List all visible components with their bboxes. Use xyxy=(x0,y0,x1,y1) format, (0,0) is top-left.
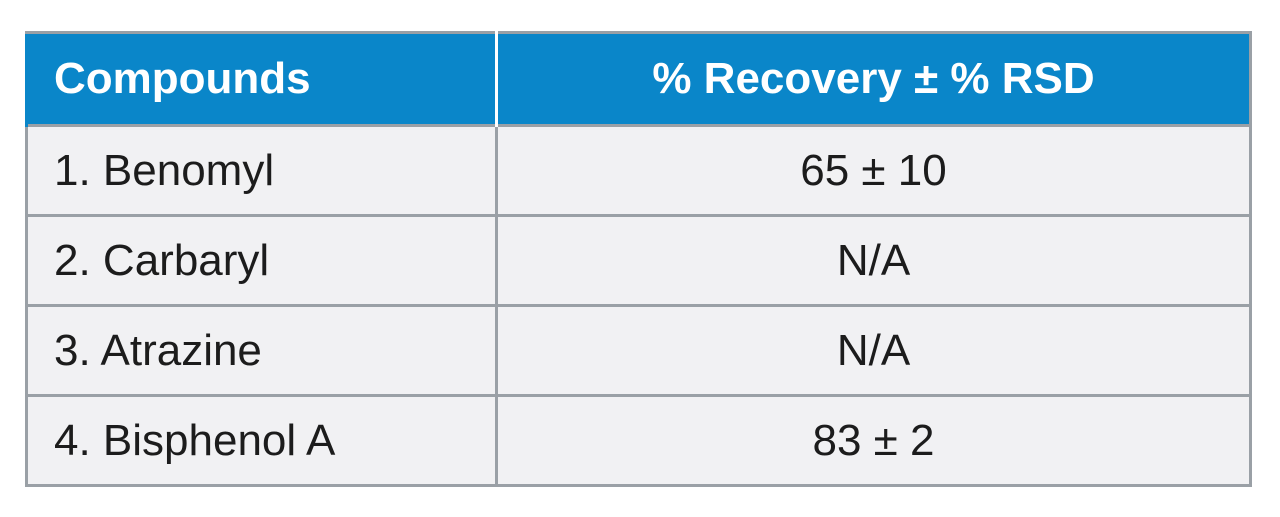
header-compounds: Compounds xyxy=(25,31,498,126)
table-header-row: Compounds % Recovery ± % RSD xyxy=(25,31,1252,126)
recovery-cell: N/A xyxy=(495,214,1252,307)
recovery-table-container: Compounds % Recovery ± % RSD 1. Benomyl … xyxy=(25,31,1252,487)
compound-cell: 4. Bisphenol A xyxy=(25,394,498,487)
compound-cell: 1. Benomyl xyxy=(25,124,498,217)
table-row: 1. Benomyl 65 ± 10 xyxy=(25,124,1252,217)
compound-cell: 3. Atrazine xyxy=(25,304,498,397)
recovery-cell: 65 ± 10 xyxy=(495,124,1252,217)
compound-cell: 2. Carbaryl xyxy=(25,214,498,307)
recovery-cell: 83 ± 2 xyxy=(495,394,1252,487)
table-row: 4. Bisphenol A 83 ± 2 xyxy=(25,394,1252,487)
table-row: 3. Atrazine N/A xyxy=(25,304,1252,397)
recovery-table: Compounds % Recovery ± % RSD 1. Benomyl … xyxy=(25,31,1252,487)
table-row: 2. Carbaryl N/A xyxy=(25,214,1252,307)
recovery-cell: N/A xyxy=(495,304,1252,397)
header-recovery-rsd: % Recovery ± % RSD xyxy=(496,31,1252,126)
